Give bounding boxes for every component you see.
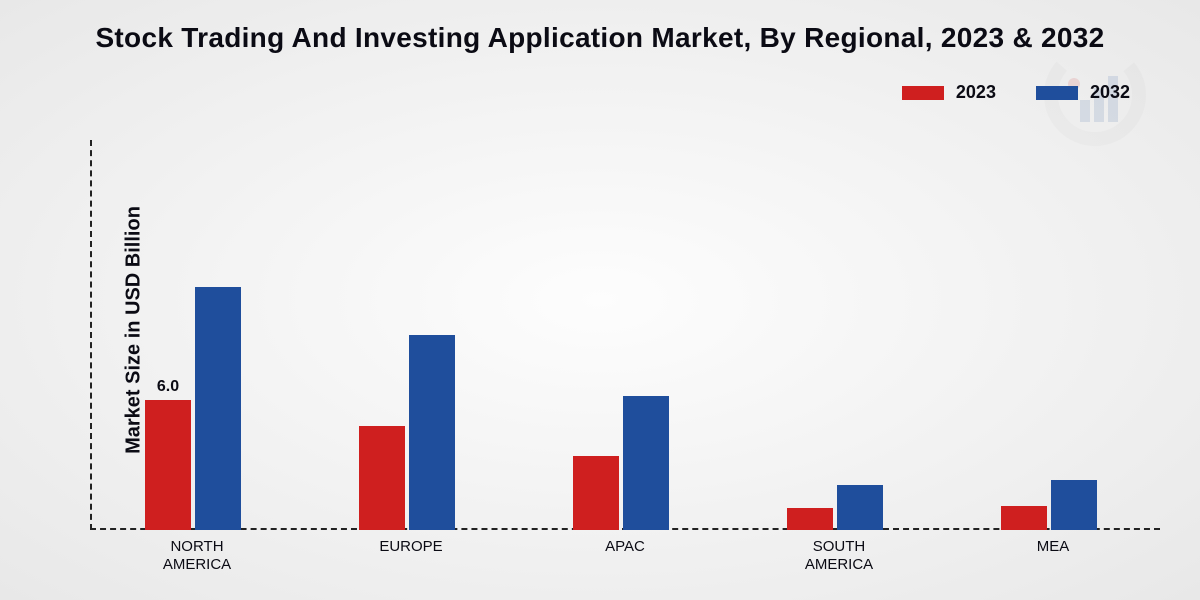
bar-group: APAC [565, 140, 685, 530]
bar-group: SOUTH AMERICA [779, 140, 899, 530]
bar-group: 6.0NORTH AMERICA [137, 140, 257, 530]
bar-2023 [573, 456, 619, 530]
x-tick-label: APAC [605, 538, 645, 556]
bar-2023 [145, 400, 191, 530]
x-tick-label: MEA [1037, 538, 1070, 556]
bar-2023 [359, 426, 405, 530]
legend-label-2032: 2032 [1090, 82, 1130, 103]
bar-2032 [623, 396, 669, 530]
chart-title: Stock Trading And Investing Application … [0, 0, 1200, 54]
bar-2032 [837, 485, 883, 531]
bar-value-label: 6.0 [145, 378, 191, 396]
legend-swatch-2023 [902, 86, 944, 100]
x-tick-label: SOUTH AMERICA [805, 538, 873, 574]
x-tick-label: NORTH AMERICA [163, 538, 231, 574]
bar-group: MEA [993, 140, 1113, 530]
legend-label-2023: 2023 [956, 82, 996, 103]
x-tick-label: EUROPE [379, 538, 442, 556]
bar-2023 [787, 508, 833, 530]
y-axis-line [90, 140, 92, 530]
bar-2023 [1001, 506, 1047, 530]
bar-2032 [409, 335, 455, 530]
legend-item-2023: 2023 [902, 82, 996, 103]
legend-item-2032: 2032 [1036, 82, 1130, 103]
bar-2032 [1051, 480, 1097, 530]
bar-group: EUROPE [351, 140, 471, 530]
plot-area: 6.0NORTH AMERICA EUROPE APAC SOUTH AMERICA M… [90, 140, 1160, 530]
bar-2032 [195, 287, 241, 530]
legend-swatch-2032 [1036, 86, 1078, 100]
legend: 2023 2032 [902, 82, 1130, 103]
